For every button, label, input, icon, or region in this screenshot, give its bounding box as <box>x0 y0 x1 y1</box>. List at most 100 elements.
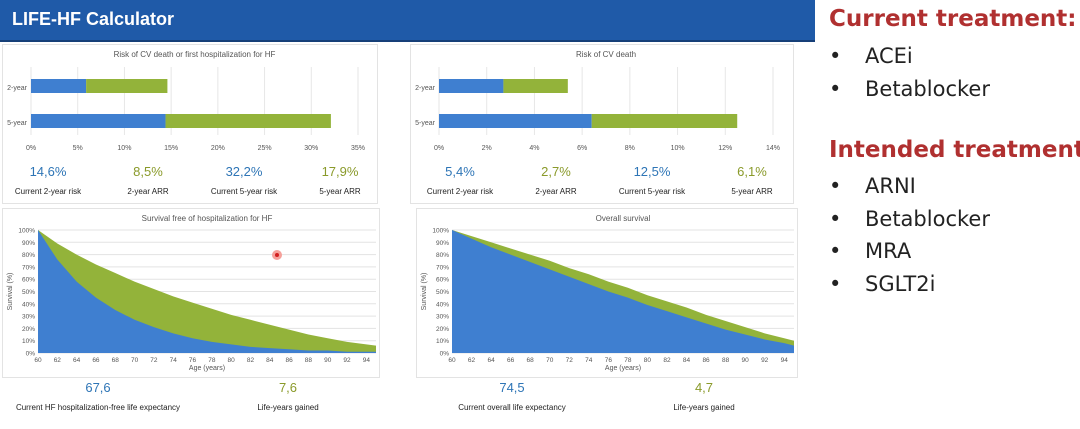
x-tick-label: 6% <box>577 145 587 152</box>
chart-title: Risk of CV death <box>576 50 636 59</box>
x-tick-label: 80 <box>644 357 652 364</box>
x-tick-label: 72 <box>566 357 574 364</box>
intended-treatment-heading: Intended treatment: <box>829 137 1080 163</box>
stat-item: 4,7 Life-years gained <box>664 380 744 412</box>
y-tick-label: 5-year <box>7 120 28 127</box>
x-tick-label: 76 <box>605 357 613 364</box>
risk-cv-death-or-hf-chart: Risk of CV death or first hospitalizatio… <box>7 50 365 152</box>
x-tick-label: 84 <box>266 357 274 364</box>
y-tick-label: 20% <box>436 326 449 333</box>
bullet-icon: • <box>829 76 842 101</box>
x-tick-label: 78 <box>208 357 216 364</box>
bar-segment <box>591 114 738 128</box>
stat-item: 74,5 Current overall life expectancy <box>432 380 592 412</box>
title-bar: LIFE-HF Calculator <box>0 0 815 42</box>
x-tick-label: 74 <box>170 357 178 364</box>
x-tick-label: 62 <box>54 357 62 364</box>
y-tick-label: 100% <box>432 228 449 235</box>
x-tick-label: 10% <box>671 145 685 152</box>
stat-label: 5-year ARR <box>731 187 773 196</box>
y-tick-label: 50% <box>22 289 35 296</box>
stat-item: 5,4% Current 2-year risk <box>420 164 500 196</box>
stat-label: 2-year ARR <box>127 187 169 196</box>
stat-item: 6,1% 5-year ARR <box>712 164 792 196</box>
x-tick-label: 88 <box>722 357 730 364</box>
x-axis-label: Age (years) <box>605 365 641 372</box>
y-axis-label: Survival (%) <box>7 273 14 311</box>
x-tick-label: 90 <box>324 357 332 364</box>
app-title: LIFE-HF Calculator <box>12 9 175 29</box>
stat-label: Life-years gained <box>257 403 319 412</box>
stat-item: 14,6% Current 2-year risk <box>8 164 88 196</box>
x-tick-label: 88 <box>305 357 313 364</box>
x-tick-label: 80 <box>228 357 236 364</box>
x-tick-label: 15% <box>164 145 178 152</box>
y-tick-label: 2-year <box>7 85 28 92</box>
x-tick-label: 25% <box>258 145 272 152</box>
stat-value: 5,4% <box>445 164 475 179</box>
list-item-label: ACEi <box>865 44 913 68</box>
x-tick-label: 20% <box>211 145 225 152</box>
list-item-label: ARNI <box>865 174 916 198</box>
risk-hf-panel: Risk of CV death or first hospitalizatio… <box>2 44 378 204</box>
bullet-icon: • <box>829 44 842 68</box>
stat-value: 74,5 <box>499 380 525 395</box>
stat-item: 12,5% Current 5-year risk <box>612 164 692 196</box>
list-item-label: Betablocker <box>865 206 990 231</box>
y-tick-label: 40% <box>436 301 449 308</box>
stat-label: Current overall life expectancy <box>458 403 566 412</box>
treatment-panel: Current treatment: • ACEi • Betablocker In… <box>815 0 1080 429</box>
x-tick-label: 90 <box>742 357 750 364</box>
x-tick-label: 30% <box>304 145 318 152</box>
list-item: • Betablocker <box>829 203 990 236</box>
current-treatment-heading: Current treatment: <box>829 6 1077 32</box>
y-tick-label: 20% <box>22 326 35 333</box>
y-axis-label: Survival (%) <box>421 273 428 311</box>
list-item: • MRA <box>829 235 990 268</box>
x-tick-label: 64 <box>73 357 81 364</box>
stat-value: 32,2% <box>225 164 263 179</box>
bullet-icon: • <box>829 271 842 296</box>
x-tick-label: 82 <box>247 357 255 364</box>
y-tick-label: 70% <box>22 264 35 271</box>
area-series-current <box>452 230 794 353</box>
x-tick-label: 82 <box>663 357 671 364</box>
stat-value: 2,7% <box>541 164 571 179</box>
stat-value: 7,6 <box>278 380 298 395</box>
bar-segment <box>86 79 168 93</box>
bullet-icon: • <box>829 174 842 198</box>
x-tick-label: 64 <box>487 357 495 364</box>
x-tick-label: 0% <box>434 145 444 152</box>
stat-item: 67,6 Current HF hospitalization-free life… <box>8 380 188 412</box>
y-tick-label: 2-year <box>415 85 436 92</box>
x-axis-label: Age (years) <box>189 365 225 372</box>
x-tick-label: 68 <box>527 357 535 364</box>
stat-value: 12,5% <box>633 164 671 179</box>
stat-item: 32,2% Current 5-year risk <box>204 164 284 196</box>
bar-segment <box>165 114 331 128</box>
x-tick-label: 94 <box>781 357 789 364</box>
x-tick-label: 84 <box>683 357 691 364</box>
x-tick-label: 35% <box>351 145 365 152</box>
x-tick-label: 5% <box>73 145 83 152</box>
y-tick-label: 70% <box>436 264 449 271</box>
stat-value: 67,6 <box>85 380 111 395</box>
bullet-icon: • <box>829 239 842 263</box>
stat-label: 2-year ARR <box>535 187 577 196</box>
stat-label: Life-years gained <box>673 403 735 412</box>
list-item: • Betablocker <box>829 73 990 106</box>
y-tick-label: 30% <box>22 314 35 321</box>
x-tick-label: 86 <box>702 357 710 364</box>
current-treatment-list: • ACEi • Betablocker <box>829 40 990 105</box>
chart-title: Risk of CV death or first hospitalizatio… <box>114 50 276 59</box>
y-tick-label: 0% <box>26 351 36 358</box>
stat-value: 8,5% <box>133 164 163 179</box>
stat-item: 2,7% 2-year ARR <box>516 164 596 196</box>
stat-item: 7,6 Life-years gained <box>248 380 328 412</box>
y-tick-label: 80% <box>436 252 449 259</box>
y-tick-label: 10% <box>436 338 449 345</box>
stat-value: 14,6% <box>29 164 67 179</box>
x-tick-label: 0% <box>26 145 36 152</box>
stat-item: 8,5% 2-year ARR <box>108 164 188 196</box>
overall-survival-chart: Overall survival 0% 10% 20% 30% 40% 50% 60% 70% 8… <box>421 214 794 372</box>
